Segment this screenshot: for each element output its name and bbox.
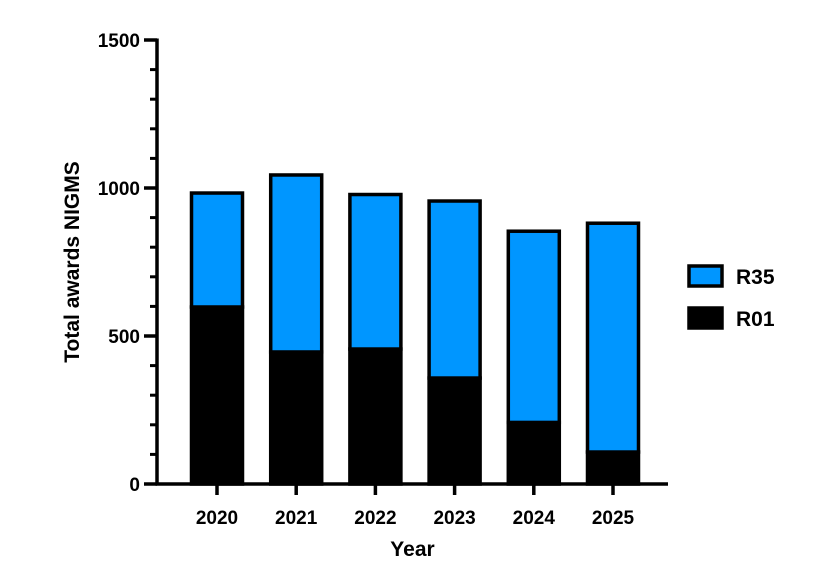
- bars-group: [189, 173, 641, 486]
- bar-r01-2023: [427, 376, 482, 486]
- bar-r01-2025: [585, 450, 641, 486]
- legend-swatch-r35: [687, 264, 724, 288]
- bar-r01-2020: [189, 305, 245, 486]
- bar-r35-2021: [268, 173, 324, 354]
- legend-swatch-r01: [687, 306, 724, 330]
- legend-label-r01: R01: [736, 308, 775, 331]
- x-tick-label-2022: 2022: [354, 508, 396, 529]
- x-tick-label-2024: 2024: [513, 508, 556, 529]
- y-tick-label-500: 500: [108, 327, 140, 348]
- x-tick-label-2025: 2025: [592, 508, 635, 529]
- y-axis-title: Total awards NIGMS: [61, 161, 84, 362]
- bar-r01-2021: [268, 350, 324, 486]
- bar-r35-2022: [348, 192, 403, 351]
- bar-r01-2024: [506, 420, 562, 486]
- bar-r35-2023: [427, 199, 482, 380]
- legend-label-r35: R35: [736, 266, 775, 289]
- legend: R35 R01: [687, 264, 775, 331]
- y-tick-label-1000: 1000: [98, 179, 140, 200]
- bar-r35-2024: [506, 229, 562, 425]
- x-tick-label-2021: 2021: [275, 508, 318, 529]
- bar-r35-2020: [189, 191, 245, 309]
- y-tick-label-0: 0: [129, 475, 140, 496]
- bar-r35-2025: [585, 221, 641, 454]
- x-axis-title: Year: [390, 538, 434, 561]
- y-tick-label-1500: 1500: [98, 31, 140, 52]
- x-tick-label-2023: 2023: [433, 508, 475, 529]
- x-tick-label-2020: 2020: [196, 508, 238, 529]
- axes-group: 2020 2021 2022 2023 2024 2025 0 500 1000 1500: [98, 31, 668, 529]
- bar-r01-2022: [348, 347, 403, 486]
